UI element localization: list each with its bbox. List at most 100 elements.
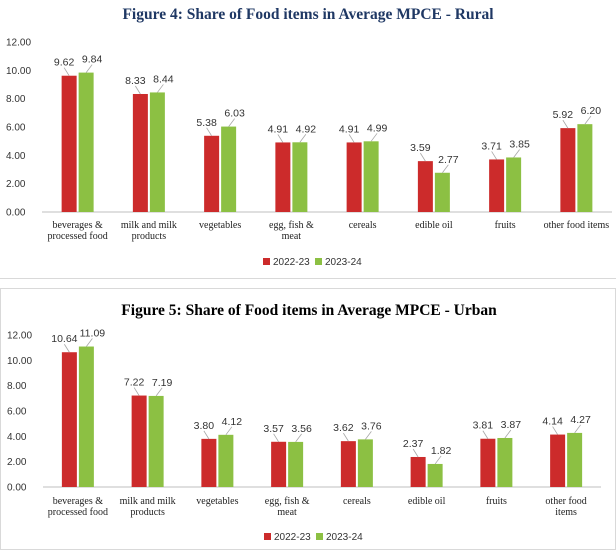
y-tick-label: 0.00 (7, 483, 27, 494)
bar (78, 72, 94, 212)
bar (577, 124, 593, 212)
x-tick-label: fruits (495, 220, 516, 231)
data-label: 3.56 (291, 423, 312, 435)
x-tick-label: items (555, 507, 577, 518)
data-label: 2.37 (403, 438, 424, 450)
data-label-leader (343, 432, 349, 442)
data-label-leader (135, 85, 141, 95)
x-tick-label: cereals (343, 496, 371, 507)
data-label-leader (203, 430, 210, 440)
legend-swatch (264, 533, 271, 540)
data-label-leader (64, 344, 70, 353)
y-tick-label: 2.00 (6, 179, 26, 190)
data-label-leader (86, 338, 93, 347)
x-tick-label: products (130, 507, 165, 518)
x-tick-label: products (132, 231, 167, 242)
data-label-leader (504, 429, 512, 439)
legend-label: 2022-23 (273, 257, 310, 268)
bar-chart-rural: 0.00 2.00 4.00 6.00 8.00 10.00 12.00 9.62 9.84 be… (6, 38, 612, 268)
legend-swatch (315, 258, 322, 265)
data-label-leader (228, 118, 235, 127)
data-label-leader (482, 430, 489, 439)
bar (78, 346, 94, 487)
data-label: 9.84 (82, 54, 103, 66)
y-tick-label: 10.00 (6, 66, 31, 77)
data-label: 3.57 (263, 423, 284, 435)
data-label: 7.22 (124, 377, 145, 389)
bar (288, 441, 304, 487)
x-tick-label: milk and milk (120, 496, 176, 507)
data-label: 10.64 (51, 333, 77, 345)
bar (61, 352, 77, 487)
data-label: 3.85 (509, 138, 530, 150)
x-tick-label: meat (277, 507, 297, 518)
bar (221, 126, 237, 212)
data-label: 9.62 (54, 57, 75, 69)
y-tick-label: 10.00 (7, 356, 32, 367)
data-label-leader (348, 134, 355, 143)
bar (410, 456, 426, 487)
data-label-leader (157, 84, 164, 93)
y-tick-label: 4.00 (7, 432, 27, 443)
y-tick-label: 8.00 (6, 94, 26, 105)
y-tick-label: 8.00 (7, 381, 27, 392)
legend-label: 2023-24 (326, 532, 363, 543)
data-label-leader (491, 151, 497, 160)
data-label: 6.03 (224, 108, 245, 120)
bar (131, 395, 147, 487)
bar (218, 434, 234, 487)
bar (149, 92, 165, 212)
data-label-leader (562, 119, 569, 129)
legend-label: 2022-23 (274, 532, 311, 543)
bar (560, 128, 576, 212)
data-label: 8.33 (125, 75, 146, 87)
data-label-leader (442, 164, 449, 173)
x-tick-label: other food (545, 496, 586, 507)
x-tick-label: egg, fish & (269, 220, 314, 231)
bar (204, 135, 220, 212)
bar (201, 438, 217, 487)
x-tick-label: beverages & (52, 220, 102, 231)
y-tick-label: 0.00 (6, 208, 26, 219)
x-tick-label: fruits (486, 496, 507, 507)
data-label-leader (584, 115, 592, 125)
bar (480, 438, 496, 487)
data-label: 4.27 (570, 414, 591, 426)
data-label: 3.87 (501, 419, 522, 431)
data-label: 3.80 (194, 420, 215, 432)
data-label-leader (277, 134, 284, 143)
bar (357, 439, 373, 487)
bar (148, 395, 164, 487)
data-label-leader (434, 455, 442, 465)
bar (61, 75, 77, 212)
data-label: 4.99 (367, 122, 388, 134)
data-label: 4.14 (542, 416, 563, 428)
bar (346, 142, 362, 212)
data-label: 4.92 (296, 123, 317, 135)
data-label: 3.76 (361, 420, 382, 432)
data-label: 3.62 (333, 422, 354, 434)
data-label: 3.59 (410, 142, 431, 154)
x-tick-label: processed food (48, 507, 108, 518)
data-label: 4.12 (222, 416, 243, 428)
data-label: 7.19 (152, 377, 173, 389)
x-tick-label: meat (282, 231, 302, 242)
x-tick-label: vegetables (196, 496, 238, 507)
bar (292, 142, 308, 212)
bar (363, 141, 379, 212)
bar (427, 463, 443, 487)
data-label: 1.82 (431, 445, 452, 457)
x-tick-label: milk and milk (121, 220, 177, 231)
x-tick-label: processed food (47, 231, 107, 242)
data-label: 3.71 (481, 140, 502, 152)
bar (489, 159, 505, 212)
chart-title: Figure 4: Share of Food items in Average… (122, 6, 494, 23)
bar (340, 441, 356, 487)
data-label-leader (365, 431, 372, 440)
data-label: 2.77 (438, 154, 459, 166)
data-label-leader (370, 133, 378, 142)
x-tick-label: vegetables (199, 220, 241, 231)
y-tick-label: 12.00 (7, 331, 32, 342)
bar (275, 142, 291, 212)
data-label: 8.44 (153, 73, 174, 85)
